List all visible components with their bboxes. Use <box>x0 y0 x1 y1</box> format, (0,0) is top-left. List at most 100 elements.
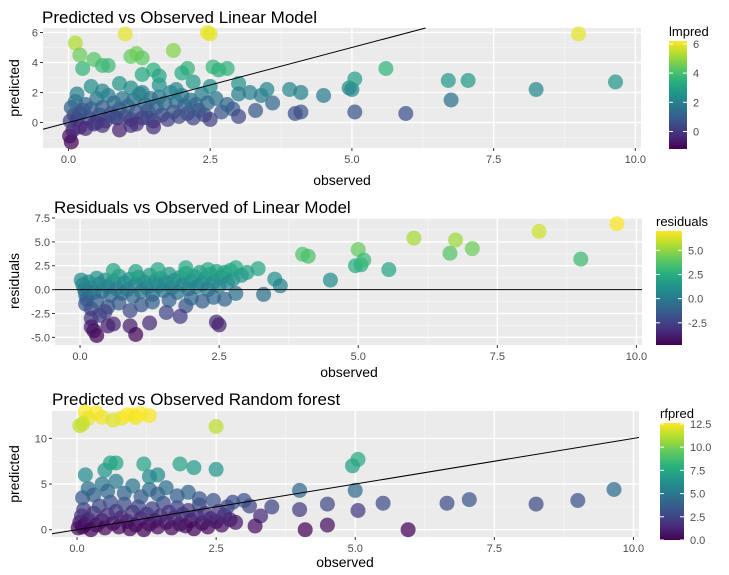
x-axis-title: observed <box>316 554 374 570</box>
data-point <box>287 106 303 121</box>
data-point <box>300 248 316 264</box>
data-point <box>125 478 141 494</box>
data-point <box>231 86 247 102</box>
data-point <box>573 251 589 267</box>
legend: residuals -2.5 0.0 2.5 5.0 <box>656 214 709 345</box>
data-point <box>158 480 174 496</box>
data-point <box>206 289 222 305</box>
data-point <box>72 106 88 121</box>
data-point <box>112 122 127 138</box>
data-point <box>350 503 366 518</box>
data-point <box>134 67 150 82</box>
data-point <box>105 263 121 278</box>
data-point <box>106 109 122 124</box>
data-point <box>202 79 218 94</box>
x-tick-label: 10.0 <box>623 543 644 555</box>
legend-tick-label: 0 <box>693 126 699 138</box>
legend-tick-label: 5.0 <box>688 245 703 257</box>
y-tick-label: 10 <box>35 433 47 445</box>
x-tick-label: 5.0 <box>351 351 366 363</box>
data-point <box>400 522 416 538</box>
x-tick-label: 7.5 <box>490 351 505 363</box>
data-point <box>134 50 150 66</box>
data-point <box>89 293 105 309</box>
data-point <box>158 305 174 320</box>
y-tick-label: -2.5 <box>31 308 50 320</box>
y-tick-label: 0 <box>41 525 47 537</box>
data-point <box>185 74 201 90</box>
x-axis-title: observed <box>313 172 371 188</box>
data-point <box>528 496 544 512</box>
chart-title: Predicted vs Observed Linear Model <box>42 8 317 27</box>
y-tick-label: 5 <box>41 479 47 491</box>
data-point <box>528 82 544 97</box>
legend-tick-label: 7.5 <box>690 465 705 477</box>
legend-tick-label: 2.5 <box>690 512 705 524</box>
data-point <box>191 491 207 507</box>
legend: lmpred 0 2 4 6 <box>669 24 709 149</box>
data-point <box>72 47 88 63</box>
y-tick-label: 2.5 <box>35 261 50 273</box>
data-point <box>217 291 233 307</box>
legend-ticks: -2.5 0.0 2.5 5.0 <box>656 245 707 330</box>
data-point <box>200 262 216 278</box>
data-point <box>256 286 272 302</box>
y-axis-title: predicted <box>6 445 22 503</box>
data-point <box>228 514 244 530</box>
x-tick-label: 2.5 <box>208 543 223 555</box>
data-point <box>140 110 156 126</box>
panel-linear-predicted: Predicted vs Observed Linear Model 0.0 2.… <box>6 8 709 188</box>
data-point <box>442 245 458 261</box>
legend-title: lmpred <box>669 24 709 39</box>
data-point <box>322 272 338 288</box>
data-point <box>77 467 93 483</box>
legend-tick-label: 2.5 <box>688 269 703 281</box>
panel-random-forest: Predicted vs Observed Random forest 0.0 2… <box>6 390 711 570</box>
y-axis-title: residuals <box>6 253 22 309</box>
data-point <box>128 327 144 342</box>
data-point <box>186 460 202 476</box>
x-tick-label: 10.0 <box>625 154 646 166</box>
data-point <box>440 73 456 88</box>
x-tick-label: 7.5 <box>486 154 501 166</box>
data-point <box>319 496 335 512</box>
data-point <box>117 26 133 42</box>
data-point <box>95 83 110 99</box>
x-axis: 0.0 2.5 5.0 7.5 10.0 <box>69 537 644 555</box>
data-point <box>228 285 244 301</box>
legend-colorbar <box>656 231 682 345</box>
panel-linear-residuals: Residuals vs Observed of Linear Model 0.… <box>6 198 709 380</box>
legend-colorbar <box>669 41 687 149</box>
reference-line <box>51 436 640 535</box>
data-point <box>142 315 158 331</box>
legend-title: residuals <box>656 214 709 229</box>
data-point <box>128 264 144 279</box>
chart-title: Predicted vs Observed Random forest <box>52 390 340 409</box>
legend-tick-label: 0.0 <box>690 535 705 547</box>
data-point <box>231 109 247 124</box>
data-point <box>464 241 480 257</box>
data-point <box>202 26 218 42</box>
data-point <box>231 76 247 91</box>
legend: rfpred 0.0 2.5 5.0 7.5 10.0 12.5 <box>660 406 711 547</box>
data-point <box>265 95 281 111</box>
reference-line <box>42 27 426 130</box>
data-point <box>112 76 127 91</box>
data-point <box>151 68 167 84</box>
data-point <box>202 112 218 127</box>
data-point <box>86 487 102 503</box>
data-point <box>460 73 476 88</box>
legend-tick-label: 4 <box>693 68 699 80</box>
data-point <box>292 502 308 518</box>
data-point <box>123 80 139 96</box>
data-point <box>225 494 241 510</box>
data-point <box>378 61 394 76</box>
data-point <box>443 92 459 108</box>
y-tick-label: 0 <box>32 118 38 130</box>
x-tick-label: 0.0 <box>61 154 76 166</box>
data-point <box>350 451 366 467</box>
data-point <box>347 104 363 120</box>
data-point <box>381 262 397 278</box>
data-point <box>144 294 160 310</box>
data-point <box>136 456 152 472</box>
